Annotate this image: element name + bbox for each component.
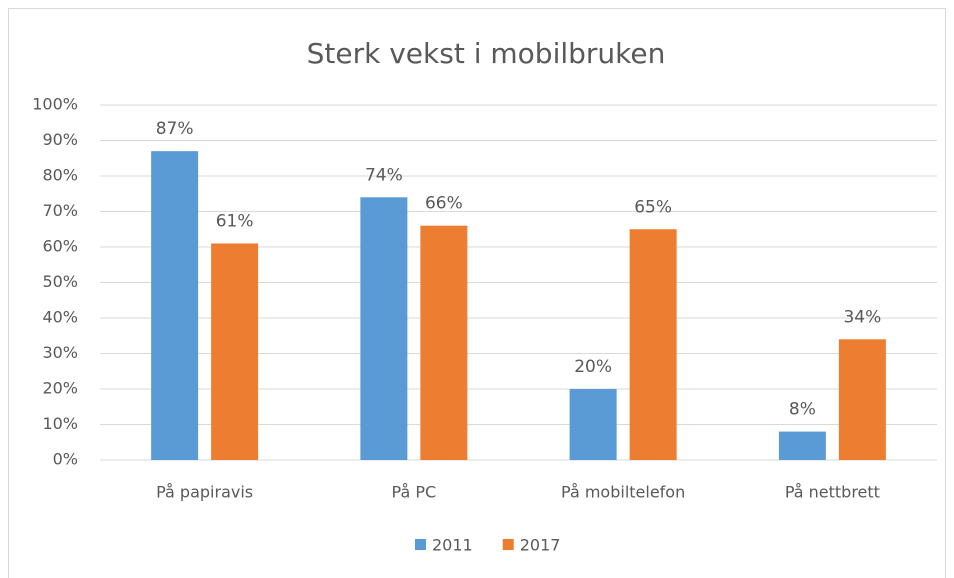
y-tick-label: 50%	[42, 272, 78, 291]
bar	[778, 431, 826, 460]
y-tick-label: 80%	[42, 166, 78, 185]
data-label: 34%	[843, 307, 881, 327]
data-label: 8%	[789, 400, 816, 420]
bar	[420, 225, 468, 460]
bar	[838, 339, 886, 460]
x-tick-label: På PC	[392, 483, 437, 502]
y-tick-label: 30%	[42, 343, 78, 362]
data-label: 74%	[365, 165, 403, 185]
chart-title: Sterk vekst i mobilbruken	[307, 37, 666, 70]
y-tick-label: 90%	[42, 130, 78, 149]
data-label: 65%	[634, 197, 672, 217]
legend-label: 2017	[520, 536, 561, 555]
y-tick-label: 70%	[42, 201, 78, 220]
data-label: 66%	[425, 194, 463, 214]
legend-swatch	[415, 539, 426, 550]
bar	[629, 229, 677, 460]
y-tick-label: 40%	[42, 308, 78, 327]
y-tick-label: 0%	[53, 450, 78, 469]
x-tick-label: På papiravis	[156, 483, 253, 502]
data-label: 20%	[574, 357, 612, 377]
legend-swatch	[502, 539, 514, 550]
y-tick-label: 10%	[42, 414, 78, 433]
x-tick-label: På nettbrett	[785, 483, 880, 502]
legend-label: 2011	[432, 536, 473, 555]
y-tick-label: 20%	[42, 379, 78, 398]
y-tick-label: 60%	[42, 237, 78, 256]
bar	[360, 197, 408, 461]
bar	[151, 151, 199, 460]
bar	[569, 389, 617, 460]
data-label: 87%	[156, 119, 194, 139]
data-label: 61%	[216, 211, 254, 231]
bar	[211, 243, 259, 460]
y-tick-label: 100%	[32, 95, 78, 114]
x-tick-label: På mobiltelefon	[561, 483, 685, 502]
